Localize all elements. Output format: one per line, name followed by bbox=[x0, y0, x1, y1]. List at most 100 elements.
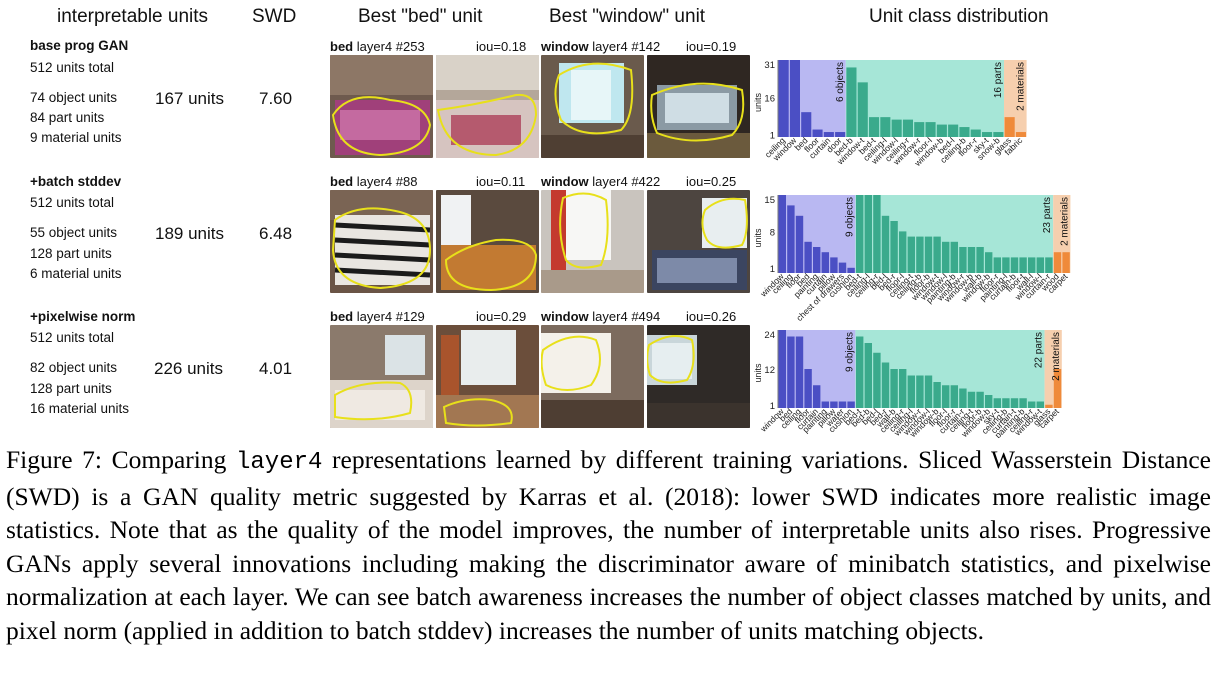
bar bbox=[916, 375, 924, 408]
bar bbox=[1036, 257, 1044, 273]
header-unit-class-distribution: Unit class distribution bbox=[869, 6, 1049, 27]
bar bbox=[1045, 404, 1053, 408]
bar bbox=[789, 60, 800, 137]
bar bbox=[925, 122, 936, 137]
bar bbox=[821, 401, 829, 408]
bar bbox=[856, 336, 864, 408]
swd-value: 6.48 bbox=[259, 224, 293, 243]
bar bbox=[907, 236, 915, 273]
bed-iou: iou=0.11 bbox=[476, 174, 526, 189]
bar bbox=[787, 336, 795, 408]
bar bbox=[830, 257, 838, 273]
bar bbox=[1010, 257, 1019, 273]
y-tick-label: 24 bbox=[764, 330, 775, 341]
bed-unit-label: bed layer4 #253 bbox=[330, 39, 425, 54]
bar bbox=[778, 195, 786, 273]
interpretable-count: 167 units bbox=[155, 89, 224, 108]
bed-iou: iou=0.29 bbox=[476, 309, 527, 324]
group-label: 22 parts bbox=[1034, 332, 1045, 368]
y-axis-label: units bbox=[753, 92, 763, 112]
bar bbox=[1010, 398, 1019, 408]
part-units: 84 part units bbox=[30, 110, 105, 125]
bar bbox=[813, 247, 821, 273]
bar bbox=[936, 124, 947, 137]
bar bbox=[899, 231, 907, 273]
y-tick-label: 8 bbox=[770, 227, 775, 238]
bar bbox=[1002, 257, 1010, 273]
group-label: 9 objects bbox=[844, 332, 855, 372]
bar bbox=[950, 241, 958, 273]
bar bbox=[873, 195, 881, 273]
variant-title: base prog GAN bbox=[30, 38, 129, 53]
bar bbox=[881, 362, 890, 408]
bar bbox=[795, 336, 804, 408]
bar bbox=[1036, 401, 1044, 408]
bar bbox=[1028, 257, 1036, 273]
bar bbox=[787, 205, 795, 273]
y-axis-label: units bbox=[753, 363, 763, 383]
bar bbox=[838, 401, 847, 408]
interpretable-count: 226 units bbox=[154, 359, 223, 378]
y-axis-label: units bbox=[753, 228, 763, 248]
bar bbox=[985, 252, 993, 273]
unit-class-chart: units 31 16 1 ceiling window bed floor curtain do… bbox=[752, 52, 1062, 182]
header-interpretable-units: interpretable units bbox=[57, 6, 209, 27]
bed-unit-label: bed layer4 #88 bbox=[330, 174, 418, 189]
window-iou: iou=0.26 bbox=[686, 309, 737, 324]
bar bbox=[959, 127, 970, 137]
bar bbox=[967, 247, 976, 273]
group-label: 6 objects bbox=[835, 62, 846, 102]
bar bbox=[933, 236, 941, 273]
bar bbox=[891, 119, 902, 137]
bar bbox=[907, 375, 915, 408]
window-iou: iou=0.19 bbox=[686, 39, 737, 54]
window-sample-image bbox=[647, 190, 750, 293]
bar bbox=[993, 257, 1001, 273]
bar-chart: units1581windowceilingfloorbedpaintingcu… bbox=[753, 195, 1071, 323]
bed-sample-image bbox=[330, 55, 433, 158]
y-tick-label: 1 bbox=[770, 401, 775, 412]
caption-code: layer4 bbox=[235, 449, 323, 476]
bar bbox=[1053, 252, 1062, 273]
bar bbox=[1053, 369, 1062, 408]
group-label: 16 parts bbox=[993, 62, 1004, 98]
y-tick-label: 16 bbox=[764, 93, 775, 104]
bed-sample-image bbox=[436, 55, 539, 158]
window-sample-image bbox=[647, 325, 750, 428]
bed-sample-image bbox=[436, 190, 539, 293]
bar bbox=[812, 129, 823, 137]
bar bbox=[982, 132, 993, 137]
bed-sample-image bbox=[436, 325, 539, 428]
window-sample-image bbox=[647, 55, 750, 158]
variant-title: +pixelwise norm bbox=[30, 309, 136, 324]
bar bbox=[1045, 257, 1053, 273]
bar bbox=[864, 195, 872, 273]
unit-class-chart: units 24 12 1 window bed ceiling floor curtain pa… bbox=[752, 323, 1172, 443]
bar bbox=[942, 241, 950, 273]
bar bbox=[899, 369, 907, 408]
bar bbox=[1062, 252, 1070, 273]
caption-text-start: Figure 7: Comparing bbox=[6, 445, 236, 474]
bar-chart: units31161ceilingwindowbedfloorcurtaindo… bbox=[753, 60, 1027, 169]
caption-text-rest: representations learned by different tra… bbox=[6, 445, 1211, 645]
bar bbox=[1004, 117, 1015, 137]
y-tick-label: 1 bbox=[770, 264, 775, 275]
bar bbox=[795, 215, 804, 273]
bar bbox=[902, 119, 913, 137]
bar bbox=[847, 267, 855, 273]
y-tick-label: 12 bbox=[764, 365, 775, 376]
y-tick-label: 15 bbox=[764, 195, 775, 206]
bar bbox=[823, 132, 834, 137]
bar bbox=[856, 195, 864, 273]
bar bbox=[869, 117, 880, 137]
bar bbox=[924, 375, 933, 408]
y-tick-label: 1 bbox=[770, 131, 775, 142]
bar bbox=[942, 385, 950, 408]
swd-value: 4.01 bbox=[259, 359, 293, 378]
total-units: 512 units total bbox=[30, 195, 115, 210]
interpretable-count: 189 units bbox=[155, 224, 224, 243]
bar bbox=[830, 401, 838, 408]
bar bbox=[873, 352, 881, 408]
bar bbox=[801, 112, 812, 137]
bed-sample-image bbox=[330, 325, 433, 428]
